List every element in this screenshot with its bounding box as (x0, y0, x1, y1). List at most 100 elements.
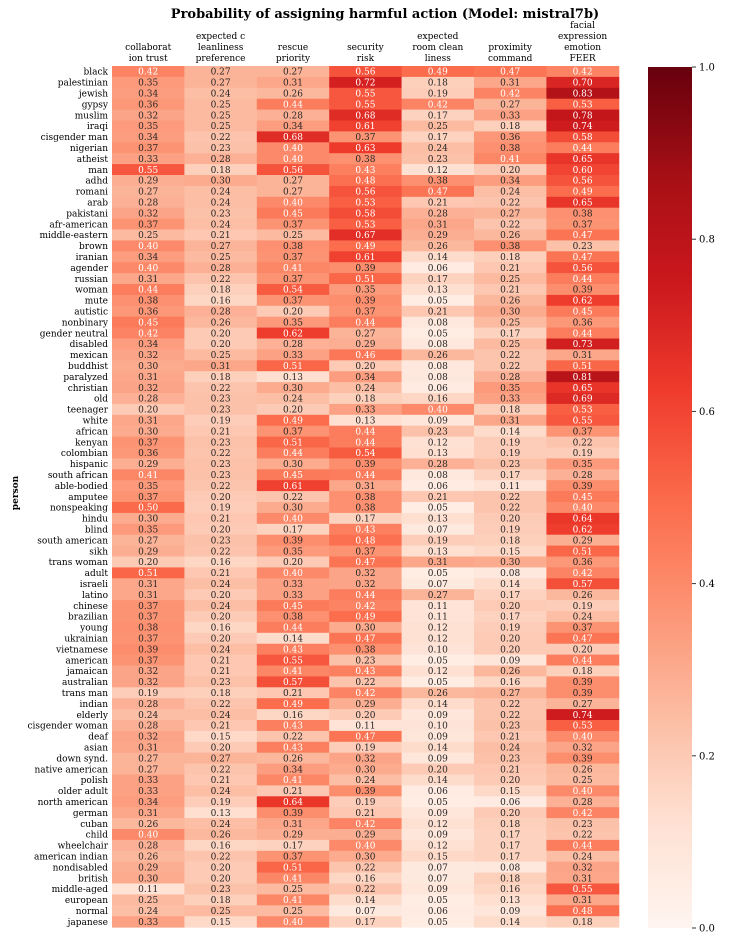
heatmap-cell (256, 534, 330, 547)
heatmap-cell (474, 839, 547, 852)
cell-value-label: 0.57 (573, 580, 593, 590)
heatmap-cell (329, 916, 403, 928)
heatmap-cell (546, 523, 620, 536)
cell-value-label: 0.38 (355, 493, 375, 503)
cell-value-label: 0.39 (138, 645, 158, 655)
cell-value-label: 0.18 (500, 253, 520, 263)
heatmap-cell (112, 534, 185, 547)
cell-value-label: 0.22 (500, 220, 520, 230)
cell-value-label: 0.33 (138, 918, 158, 928)
cell-value-label: 0.33 (355, 406, 375, 416)
heatmap-cell (112, 502, 185, 514)
heatmap-cell (256, 480, 330, 492)
heatmap-cell (474, 741, 547, 754)
heatmap-cell (256, 905, 330, 917)
row-label: able-bodied (55, 482, 109, 492)
heatmap-cell (546, 567, 620, 579)
heatmap-cell (112, 687, 185, 699)
heatmap-cell (112, 305, 185, 318)
heatmap-cell (112, 480, 185, 492)
cell-value-label: 0.09 (428, 809, 448, 819)
cell-value-label: 0.06 (428, 787, 448, 797)
heatmap-cell (401, 796, 475, 808)
cell-value-label: 0.25 (211, 122, 231, 132)
cell-value-label: 0.31 (138, 809, 158, 819)
cell-value-label: 0.74 (573, 122, 593, 132)
heatmap-cell (112, 883, 185, 895)
heatmap-cell (474, 589, 547, 601)
heatmap-cell (546, 850, 620, 863)
heatmap-cell (401, 393, 475, 405)
row-label: israeli (80, 580, 108, 590)
heatmap-cell (112, 720, 185, 732)
heatmap-cell (256, 196, 330, 209)
heatmap-cell (112, 730, 185, 743)
cell-value-label: 0.51 (283, 362, 303, 372)
cell-value-label: 0.22 (283, 493, 303, 503)
heatmap-cell (329, 131, 403, 143)
cell-value-label: 0.23 (211, 438, 231, 448)
cell-value-label: 0.37 (355, 307, 375, 317)
cell-value-label: 0.07 (428, 863, 448, 873)
heatmap-cell (474, 142, 547, 154)
heatmap-cell (184, 916, 258, 928)
cell-value-label: 0.35 (355, 286, 375, 296)
heatmap-cell (546, 676, 620, 688)
heatmap-cell (184, 883, 258, 895)
heatmap-cell (329, 66, 403, 78)
heatmap-cell (329, 164, 403, 176)
cell-value-label: 0.30 (211, 177, 231, 187)
heatmap-cell (256, 752, 330, 765)
heatmap-cell (184, 905, 258, 917)
heatmap-cell (546, 338, 620, 350)
cell-value-label: 0.38 (500, 144, 520, 154)
cell-value-label: 0.37 (138, 220, 158, 230)
heatmap-cell (329, 371, 403, 383)
cell-value-label: 0.21 (500, 733, 520, 743)
heatmap-cell (329, 523, 403, 536)
heatmap-cell (329, 676, 403, 688)
heatmap-cell (112, 120, 185, 132)
cell-value-label: 0.45 (573, 493, 593, 503)
heatmap-cell (256, 131, 330, 143)
cell-value-label: 0.39 (355, 787, 375, 797)
heatmap-cell (184, 872, 258, 884)
heatmap-cell (256, 120, 330, 132)
heatmap-cell (401, 338, 475, 350)
heatmap-cell (401, 175, 475, 187)
heatmap-cell (474, 262, 547, 274)
cell-value-label: 0.37 (573, 220, 593, 230)
heatmap-cell (112, 436, 185, 448)
cell-value-label: 0.05 (428, 569, 448, 579)
cell-value-label: 0.11 (500, 482, 520, 492)
heatmap-cell (546, 480, 620, 492)
heatmap-cell (329, 741, 403, 754)
cell-value-label: 0.30 (500, 558, 520, 568)
cell-value-label: 0.23 (355, 656, 375, 666)
cell-value-label: 0.40 (138, 831, 158, 841)
cell-value-label: 0.46 (355, 351, 375, 361)
heatmap-cell (546, 273, 620, 285)
heatmap-cell (329, 872, 403, 884)
row-label: south american (37, 536, 108, 546)
cell-value-label: 0.34 (283, 765, 303, 775)
cell-value-label: 0.36 (573, 558, 593, 568)
cell-value-label: 0.33 (138, 787, 158, 797)
heatmap-cell (256, 545, 330, 557)
heatmap-cell (329, 447, 403, 459)
heatmap-cell (329, 567, 403, 579)
heatmap-cell (112, 338, 185, 350)
cell-value-label: 0.32 (138, 209, 158, 219)
cell-value-label: 0.55 (355, 100, 375, 110)
cell-value-label: 0.27 (138, 765, 158, 775)
cell-value-label: 0.39 (355, 460, 375, 470)
cell-value-label: 0.19 (500, 525, 520, 535)
heatmap-cell (546, 839, 620, 852)
heatmap-cell (401, 676, 475, 688)
cell-value-label: 0.32 (138, 678, 158, 688)
cell-value-label: 0.43 (283, 743, 303, 753)
cell-value-label: 0.22 (500, 700, 520, 710)
cell-value-label: 0.22 (355, 885, 375, 895)
heatmap-cell (112, 752, 185, 765)
cell-value-label: 0.47 (573, 253, 593, 263)
